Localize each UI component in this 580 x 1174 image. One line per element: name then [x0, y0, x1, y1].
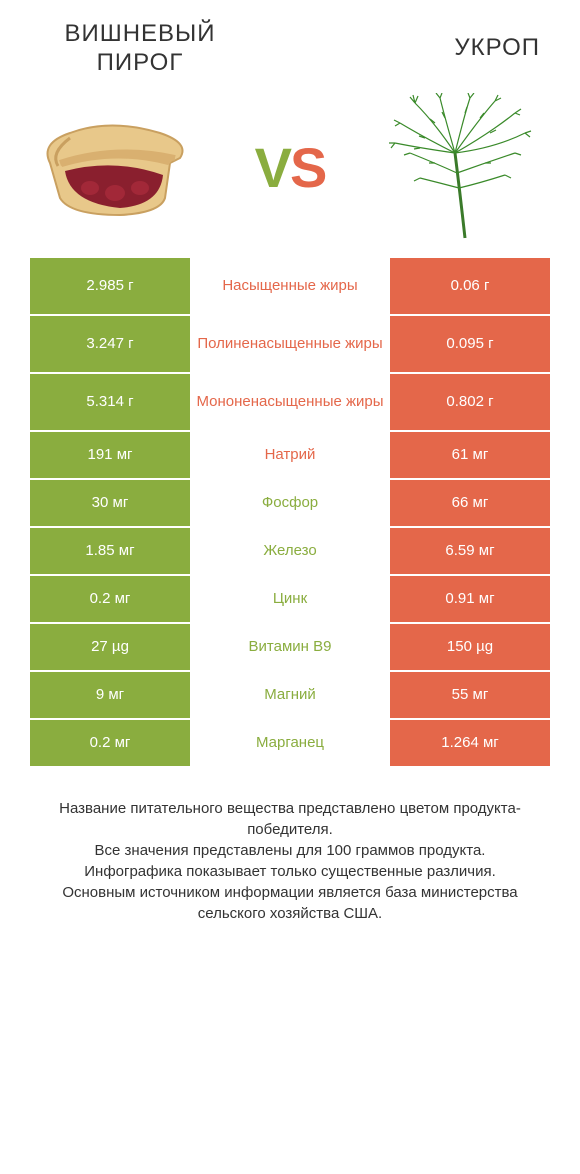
- value-right: 55 мг: [390, 672, 550, 718]
- nutrient-label: Фосфор: [190, 480, 390, 526]
- title-left: ВИШНЕВЫЙ ПИРОГ: [40, 20, 240, 78]
- value-left: 0.2 мг: [30, 720, 190, 766]
- nutrient-label: Железо: [190, 528, 390, 574]
- value-right: 150 µg: [390, 624, 550, 670]
- table-row: 30 мгФосфор66 мг: [30, 480, 550, 528]
- nutrient-label: Насыщенные жиры: [190, 258, 390, 314]
- header: ВИШНЕВЫЙ ПИРОГ УКРОП: [0, 0, 580, 88]
- nutrient-label: Полиненасыщенные жиры: [190, 316, 390, 372]
- value-right: 0.91 мг: [390, 576, 550, 622]
- table-row: 3.247 гПолиненасыщенные жиры0.095 г: [30, 316, 550, 374]
- title-right: УКРОП: [340, 20, 540, 78]
- table-row: 0.2 мгЦинк0.91 мг: [30, 576, 550, 624]
- value-right: 0.095 г: [390, 316, 550, 372]
- value-right: 61 мг: [390, 432, 550, 478]
- nutrient-label: Витамин B9: [190, 624, 390, 670]
- nutrient-label: Натрий: [190, 432, 390, 478]
- table-row: 9 мгМагний55 мг: [30, 672, 550, 720]
- footer-line-4: Основным источником информации является …: [30, 882, 550, 924]
- value-left: 2.985 г: [30, 258, 190, 314]
- table-row: 0.2 мгМарганец1.264 мг: [30, 720, 550, 768]
- table-row: 1.85 мгЖелезо6.59 мг: [30, 528, 550, 576]
- value-left: 30 мг: [30, 480, 190, 526]
- value-left: 5.314 г: [30, 374, 190, 430]
- nutrient-label: Цинк: [190, 576, 390, 622]
- table-row: 5.314 гМононенасыщенные жиры0.802 г: [30, 374, 550, 432]
- nutrients-table: 2.985 гНасыщенные жиры0.06 г3.247 гПолин…: [0, 258, 580, 768]
- value-right: 66 мг: [390, 480, 550, 526]
- value-right: 6.59 мг: [390, 528, 550, 574]
- value-left: 191 мг: [30, 432, 190, 478]
- table-row: 2.985 гНасыщенные жиры0.06 г: [30, 258, 550, 316]
- images-row: VS: [0, 88, 580, 258]
- dill-icon: [380, 98, 550, 238]
- cherry-pie-icon: [30, 98, 200, 238]
- value-right: 1.264 мг: [390, 720, 550, 766]
- value-left: 1.85 мг: [30, 528, 190, 574]
- value-left: 27 µg: [30, 624, 190, 670]
- nutrient-label: Магний: [190, 672, 390, 718]
- footer-line-1: Название питательного вещества представл…: [30, 798, 550, 840]
- value-left: 0.2 мг: [30, 576, 190, 622]
- nutrient-label: Марганец: [190, 720, 390, 766]
- value-left: 9 мг: [30, 672, 190, 718]
- vs-label: VS: [255, 135, 326, 200]
- table-row: 27 µgВитамин B9150 µg: [30, 624, 550, 672]
- table-row: 191 мгНатрий61 мг: [30, 432, 550, 480]
- footer-line-3: Инфографика показывает только существенн…: [30, 861, 550, 882]
- nutrient-label: Мононенасыщенные жиры: [190, 374, 390, 430]
- footer-notes: Название питательного вещества представл…: [0, 768, 580, 924]
- value-right: 0.06 г: [390, 258, 550, 314]
- footer-line-2: Все значения представлены для 100 граммо…: [30, 840, 550, 861]
- value-right: 0.802 г: [390, 374, 550, 430]
- value-left: 3.247 г: [30, 316, 190, 372]
